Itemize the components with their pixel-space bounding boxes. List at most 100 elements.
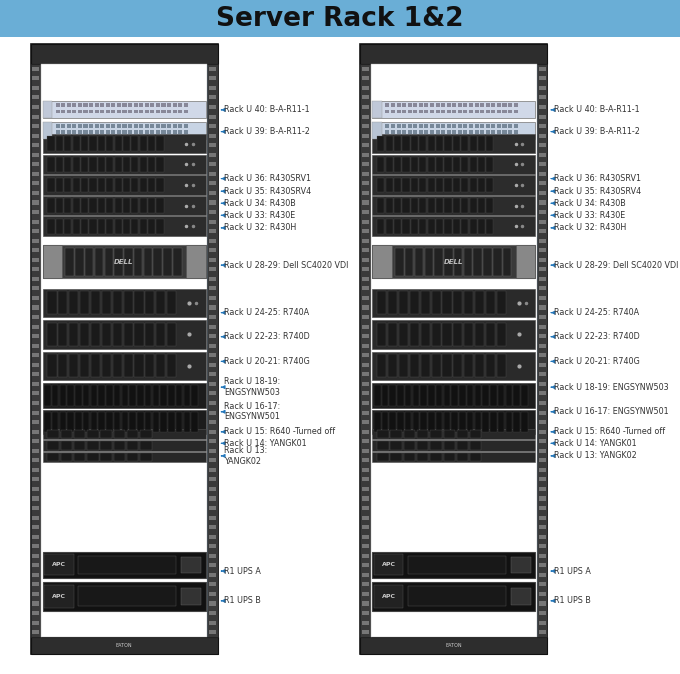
Bar bbox=[411, 177, 418, 192]
Bar bbox=[475, 109, 479, 113]
Bar bbox=[78, 555, 176, 574]
Bar bbox=[493, 248, 502, 276]
Bar bbox=[539, 181, 546, 185]
Bar bbox=[539, 582, 546, 586]
Bar bbox=[32, 325, 39, 329]
Bar bbox=[362, 392, 369, 396]
Bar bbox=[106, 130, 110, 133]
Bar bbox=[513, 124, 517, 127]
Bar bbox=[148, 198, 155, 213]
Bar bbox=[209, 268, 216, 272]
Bar bbox=[61, 109, 65, 113]
Bar bbox=[486, 219, 494, 234]
Bar bbox=[497, 323, 506, 346]
Bar bbox=[209, 172, 216, 176]
Bar bbox=[67, 130, 71, 133]
Bar bbox=[521, 412, 528, 431]
Bar bbox=[139, 103, 143, 106]
Bar bbox=[64, 157, 71, 172]
Bar bbox=[362, 363, 369, 367]
Bar bbox=[362, 582, 369, 586]
Bar bbox=[539, 305, 546, 309]
Bar bbox=[123, 136, 130, 151]
Bar bbox=[362, 315, 369, 319]
Bar bbox=[32, 153, 39, 157]
Bar bbox=[32, 220, 39, 224]
Text: Rack U 24-25: R740A: Rack U 24-25: R740A bbox=[551, 308, 639, 317]
Bar bbox=[539, 372, 546, 376]
Bar bbox=[32, 181, 39, 185]
Text: Rack U 36: R430SRV1: Rack U 36: R430SRV1 bbox=[222, 174, 311, 183]
Bar bbox=[113, 323, 122, 346]
Bar bbox=[388, 355, 397, 377]
Bar bbox=[443, 355, 452, 377]
Bar bbox=[114, 412, 120, 431]
Bar bbox=[65, 248, 74, 276]
Bar bbox=[373, 195, 535, 215]
Bar bbox=[137, 412, 143, 431]
Bar bbox=[513, 130, 517, 133]
Bar bbox=[43, 101, 205, 119]
Bar bbox=[131, 219, 139, 234]
Bar bbox=[420, 385, 427, 406]
Text: R1 UPS A: R1 UPS A bbox=[222, 567, 261, 576]
Bar bbox=[435, 248, 443, 276]
Bar bbox=[362, 296, 369, 300]
Bar bbox=[478, 219, 485, 234]
Bar bbox=[396, 130, 401, 133]
Bar bbox=[403, 177, 409, 192]
Bar bbox=[428, 219, 435, 234]
Bar bbox=[117, 124, 121, 127]
Bar bbox=[32, 449, 39, 453]
Bar bbox=[32, 257, 39, 262]
Bar bbox=[377, 291, 386, 314]
Bar bbox=[503, 130, 507, 133]
Bar bbox=[399, 323, 408, 346]
Bar bbox=[209, 105, 216, 109]
Bar bbox=[461, 198, 469, 213]
Bar bbox=[32, 458, 39, 462]
Bar bbox=[78, 103, 82, 106]
Bar bbox=[209, 296, 216, 300]
Bar bbox=[452, 130, 456, 133]
Bar bbox=[64, 198, 71, 213]
Bar bbox=[44, 385, 51, 406]
Bar bbox=[513, 109, 517, 113]
Bar bbox=[467, 385, 473, 406]
Bar bbox=[454, 323, 462, 346]
Bar bbox=[64, 136, 71, 151]
Bar bbox=[32, 420, 39, 424]
Bar bbox=[209, 458, 216, 462]
Bar bbox=[413, 124, 418, 127]
Bar bbox=[84, 130, 88, 133]
Bar bbox=[73, 219, 80, 234]
Bar bbox=[32, 506, 39, 510]
Bar bbox=[506, 385, 512, 406]
Bar bbox=[503, 109, 507, 113]
Text: Rack U 32: R430H: Rack U 32: R430H bbox=[551, 223, 626, 233]
Text: Rack U 14: YANGK01: Rack U 14: YANGK01 bbox=[551, 439, 637, 448]
Bar bbox=[486, 323, 495, 346]
Bar bbox=[452, 109, 456, 113]
Bar bbox=[516, 245, 535, 278]
Bar bbox=[539, 229, 546, 233]
Bar bbox=[32, 344, 39, 348]
Bar bbox=[508, 124, 512, 127]
Text: Rack U 18-19:
ENGSYNW503: Rack U 18-19: ENGSYNW503 bbox=[222, 377, 281, 397]
Bar bbox=[173, 103, 177, 106]
Bar bbox=[458, 109, 462, 113]
Bar bbox=[61, 430, 72, 438]
Bar bbox=[419, 157, 426, 172]
Bar bbox=[209, 611, 216, 615]
Bar bbox=[539, 439, 546, 443]
Bar bbox=[89, 177, 97, 192]
Bar bbox=[129, 412, 136, 431]
Bar bbox=[32, 115, 39, 119]
Bar bbox=[491, 109, 495, 113]
Bar bbox=[90, 412, 97, 431]
Bar bbox=[87, 441, 99, 450]
Bar bbox=[156, 124, 160, 127]
Bar bbox=[48, 453, 59, 461]
Bar bbox=[209, 573, 216, 577]
Bar bbox=[419, 136, 426, 151]
